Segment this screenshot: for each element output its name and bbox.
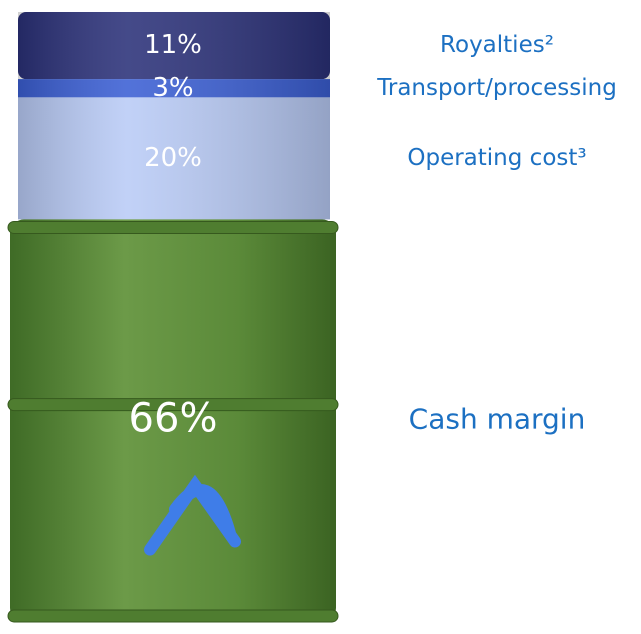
segment-shade [18,12,330,80]
value-label: 20% [144,143,202,173]
barrel [10,12,336,622]
segment-shade [18,79,330,98]
category-label: Royalties² [440,32,554,58]
category-label: Transport/processing [376,75,617,101]
barrel-ring [7,220,339,234]
value-label: 3% [152,73,193,103]
value-label: 66% [129,396,218,442]
segment-shade [18,97,330,220]
barrel-ring [7,398,339,412]
barrel-body [10,219,336,622]
category-label: Operating cost³ [407,145,586,171]
labels: 11% Royalties² 3% Transport/processing 20% Op… [129,30,617,442]
value-label: 11% [144,30,202,60]
logo [144,474,241,556]
category-label: Cash margin [409,403,586,436]
barrel-ring [7,609,339,623]
barrel-decoration [7,220,339,623]
